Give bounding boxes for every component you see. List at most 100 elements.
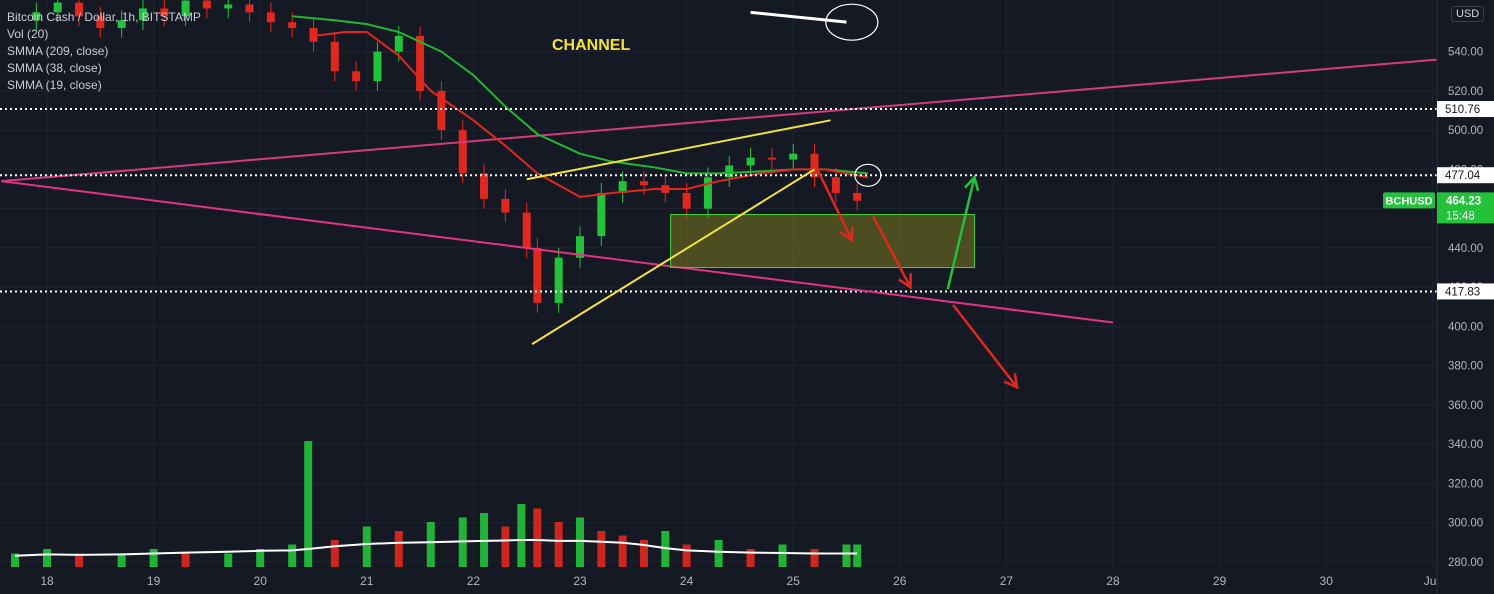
- level-label-bg-0: [1437, 101, 1494, 118]
- volume-bar-26: [714, 540, 723, 567]
- x-tick-label: 27: [1000, 574, 1014, 588]
- volume-bar-10: [330, 540, 339, 567]
- candle-body-34: [746, 157, 755, 166]
- volume-bar-4: [149, 549, 158, 567]
- volume-ma-line: [14, 539, 858, 557]
- candle-body-29: [639, 181, 648, 186]
- wedge-upper-line: [526, 119, 831, 181]
- target-zone: [670, 214, 975, 269]
- candle-body-18: [416, 35, 425, 91]
- legend-volume: Vol (20): [7, 27, 49, 41]
- candle-body-12: [288, 22, 297, 29]
- x-tick-label: 21: [360, 574, 374, 588]
- level-label-bg-1: [1437, 167, 1494, 184]
- candle-body-28: [618, 181, 627, 193]
- arrow-shaft-1: [872, 215, 912, 288]
- candle-body-25: [554, 257, 563, 303]
- volume-bar-25: [682, 544, 691, 567]
- smma-short-line: [313, 30, 869, 198]
- candle-body-4: [117, 20, 126, 29]
- symbol-tag: BCHUSD: [1385, 195, 1432, 207]
- volume-bar-21: [597, 531, 606, 567]
- level-label-bg-2: [1437, 283, 1494, 300]
- candle-body-8: [202, 0, 211, 9]
- volume-bar-9: [304, 441, 313, 567]
- symbol-tag-bg: [1383, 192, 1435, 209]
- arrow-head-3: [1003, 373, 1019, 390]
- y-tick-label: 320.00: [1448, 478, 1483, 490]
- candle-body-20: [458, 130, 467, 174]
- x-tick-label: 23: [573, 574, 587, 588]
- volume-bar-19: [554, 522, 563, 567]
- candle-body-36: [789, 153, 798, 160]
- candle-body-7: [181, 0, 190, 17]
- candle-body-3: [96, 16, 105, 29]
- last-price-label: 464.23: [1446, 195, 1481, 207]
- y-tick-label: 340.00: [1448, 439, 1483, 451]
- volume-bar-28: [778, 544, 787, 567]
- arrow-head-2: [964, 174, 980, 192]
- volume-ma-polyline: [14, 539, 858, 557]
- volume-bar-22: [618, 535, 627, 567]
- candle-body-39: [853, 192, 862, 201]
- wedge-lower-line: [531, 168, 816, 345]
- volume-bar-1: [43, 549, 51, 567]
- candle-body-27: [597, 192, 606, 237]
- chart-drawings: CHANNEL: [1, 3, 1114, 390]
- x-tick-label: 22: [467, 574, 481, 588]
- volume-bar-11: [362, 526, 371, 567]
- x-tick-label: 28: [1106, 574, 1120, 588]
- volume-bar-6: [224, 553, 233, 567]
- candle-body-17: [394, 35, 403, 52]
- arrow-head-1: [898, 273, 912, 290]
- x-tick-label: 29: [1213, 574, 1227, 588]
- volume-bar-20: [576, 517, 584, 567]
- arrow-shaft-2: [946, 176, 976, 290]
- candle-body-0: [32, 12, 41, 21]
- volume-bars: [11, 441, 862, 567]
- candle-body-23: [522, 212, 531, 248]
- y-tick-label: 280.00: [1448, 557, 1483, 569]
- volume-bar-7: [256, 549, 265, 567]
- y-tick-label: 300.00: [1448, 518, 1483, 530]
- candle-body-22: [501, 198, 510, 213]
- candle-body-24: [533, 247, 542, 303]
- volume-bar-31: [853, 544, 862, 567]
- y-tick-label: 540.00: [1448, 47, 1483, 59]
- smma-long-line: [1, 58, 1439, 183]
- candle-body-21: [480, 173, 489, 199]
- arrow-head-0: [839, 226, 854, 243]
- moving-averages: [1, 15, 1439, 198]
- candle-body-33: [725, 165, 734, 178]
- volume-bar-2: [74, 553, 83, 567]
- x-tick-label: 30: [1320, 574, 1334, 588]
- volume-bar-23: [639, 540, 648, 567]
- channel-lower-line: [1, 180, 1114, 324]
- candle-body-32: [703, 177, 712, 209]
- x-tick-label: 20: [254, 574, 268, 588]
- candle-body-26: [576, 236, 584, 258]
- circle-marker-1: [854, 163, 882, 187]
- volume-bar-12: [394, 531, 403, 567]
- y-axis[interactable]: 280.00 300.00 320.00 340.00 360.00 380.00 400.…: [1383, 0, 1494, 594]
- circle-marker-0: [825, 3, 879, 41]
- legend-symbol: Bitcoin Cash / Dollar, 1h, BITSTAMP: [7, 10, 201, 24]
- volume-bar-3: [117, 553, 126, 567]
- volume-bar-30: [842, 544, 851, 567]
- volume-bar-27: [746, 549, 755, 567]
- level-label: 477.04: [1445, 170, 1481, 182]
- currency-badge[interactable]: USD: [1451, 6, 1485, 22]
- arrow-shaft-0: [813, 162, 853, 241]
- x-tick-label: 18: [40, 574, 54, 588]
- candle-body-9: [224, 4, 233, 9]
- candle-body-11: [266, 12, 275, 23]
- chart-legend: Bitcoin Cash / Dollar, 1h, BITSTAMP Vol …: [7, 9, 201, 94]
- candle-body-6: [160, 8, 169, 17]
- arrow-shaft-3: [952, 304, 1019, 389]
- y-tick-label: 500.00: [1448, 125, 1483, 137]
- last-price-bg: [1437, 192, 1494, 224]
- candle-body-14: [330, 41, 339, 72]
- level-label: 417.83: [1445, 286, 1480, 298]
